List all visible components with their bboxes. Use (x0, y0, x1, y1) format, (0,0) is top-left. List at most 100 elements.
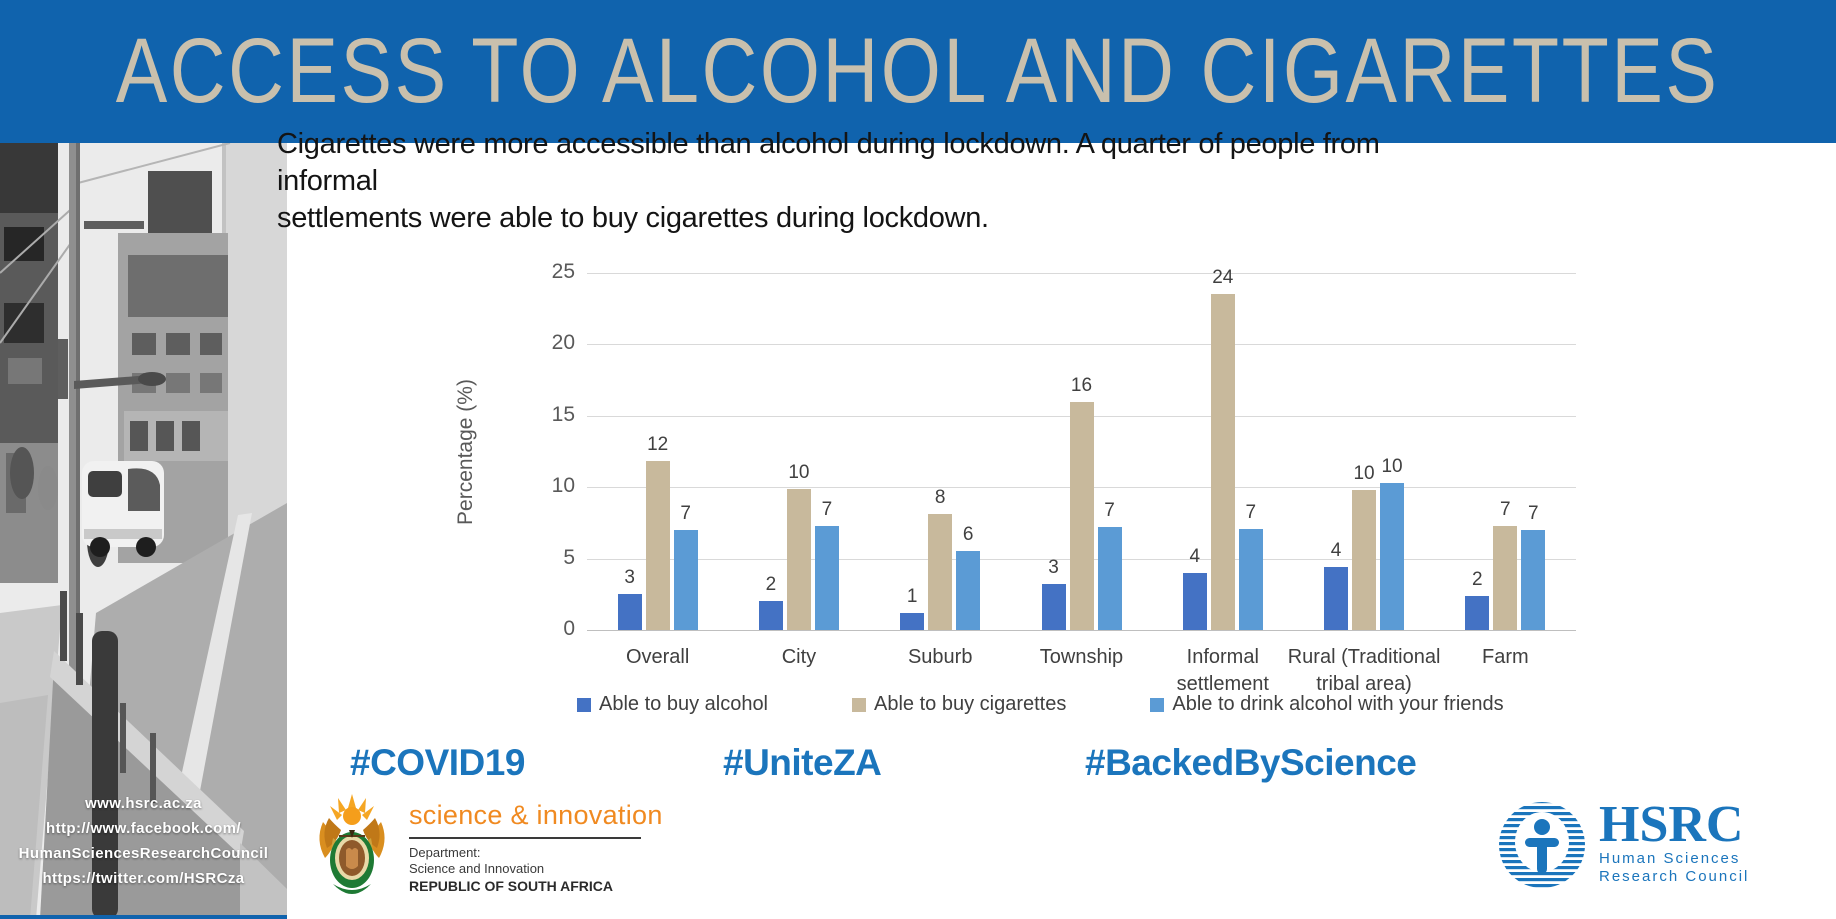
hsrc-acronym: HSRC (1599, 796, 1744, 853)
link-facebook-1[interactable]: http://www.facebook.com/ (46, 820, 241, 837)
bar-1-1 (617, 594, 642, 630)
bar-value-2-2: 10 (788, 461, 810, 483)
bar-3-3 (956, 551, 981, 630)
y-tick-10: 10 (551, 474, 575, 498)
bar-value-1-3: 1 (906, 585, 918, 607)
dsi-logo: science & innovation Department: Science… (313, 792, 663, 904)
y-tick-25: 25 (551, 260, 575, 283)
dsi-text-block: science & innovation Department: Science… (409, 792, 663, 904)
gridline-25 (587, 273, 1576, 274)
subtitle-line-2: settlements were able to buy cigarettes … (277, 202, 989, 234)
bar-value-2-7: 7 (1500, 498, 1511, 520)
legend-swatch-1 (577, 697, 591, 712)
bar-1-5 (1182, 572, 1207, 630)
hsrc-name-2: Research Council (1599, 868, 1750, 885)
bar-1-3 (900, 612, 925, 630)
legend-label-2: Able to buy cigarettes (874, 693, 1067, 715)
street-photo (0, 143, 287, 919)
bar-value-2-3: 8 (934, 487, 946, 509)
gridline-0 (587, 630, 1576, 631)
bar-1-7 (1465, 595, 1490, 630)
link-website[interactable]: www.hsrc.ac.za (85, 795, 202, 812)
category-label-7: Farm (1482, 646, 1529, 668)
hsrc-text-block: HSRC Human Sciences Research Council (1599, 796, 1750, 886)
bar-value-3-4: 7 (1104, 500, 1115, 522)
legend-label-1: Able to buy alcohol (599, 693, 769, 715)
bar-value-3-7: 7 (1528, 503, 1539, 525)
bar-value-2-6: 10 (1353, 463, 1375, 485)
sa-coat-of-arms-icon (319, 794, 385, 894)
subtitle-line-1: Cigarettes were more accessible than alc… (277, 128, 1380, 197)
y-tick-20: 20 (551, 331, 575, 355)
bar-3-5 (1238, 528, 1263, 630)
legend-swatch-3 (1150, 697, 1165, 712)
bar-3-2 (814, 525, 839, 630)
bar-2-5 (1210, 294, 1235, 630)
dsi-country: REPUBLIC OF SOUTH AFRICA (409, 878, 614, 894)
van (82, 461, 164, 557)
subtitle: Cigarettes were more accessible than alc… (277, 126, 1487, 237)
dsi-divider (409, 837, 641, 839)
bar-value-3-3: 6 (962, 524, 974, 546)
hashtag-uniteza: #UniteZA (723, 742, 882, 783)
hsrc-name-1: Human Sciences (1599, 850, 1741, 867)
bar-value-3-1: 7 (680, 503, 691, 525)
bar-2-1 (645, 461, 670, 630)
category-label-2: City (781, 646, 817, 668)
dsi-brand: science & innovation (409, 800, 663, 830)
bar-3-6 (1380, 482, 1405, 630)
link-twitter[interactable]: https://twitter.com/HSRCza (42, 870, 245, 887)
bar-value-2-5: 24 (1212, 267, 1234, 289)
bar-2-2 (786, 488, 811, 630)
bar-value-3-2: 7 (821, 498, 833, 520)
legend-item-2: Able to buy cigarettes (852, 693, 1066, 716)
sidebar-links: www.hsrc.ac.za http://www.facebook.com/ … (0, 791, 287, 891)
category-label-1: Overall (625, 646, 690, 668)
y-tick-15: 15 (551, 402, 575, 426)
bar-3-1 (673, 530, 698, 630)
bar-1-6 (1324, 567, 1349, 630)
gridline-20 (587, 344, 1576, 346)
bar-chart: 0 5 10 15 20 25 Percentage (%) 3 12 7 Overall 2 10 7 C… (440, 225, 1630, 740)
bar-3-4 (1097, 527, 1122, 630)
bar-1-2 (758, 601, 783, 630)
bar-value-1-1: 3 (624, 567, 635, 589)
bar-value-1-2: 2 (765, 574, 777, 596)
bar-value-2-1: 12 (647, 434, 669, 456)
y-axis-title: Percentage (%) (454, 378, 477, 525)
sidebar-bottom-strip (0, 915, 287, 919)
category-label-4: Township (1039, 646, 1124, 668)
bar-value-3-6: 10 (1381, 455, 1403, 477)
hsrc-emblem-icon (1499, 802, 1585, 888)
bar-2-4 (1069, 401, 1094, 630)
bar-value-1-6: 4 (1330, 540, 1342, 562)
hsrc-logo: HSRC Human Sciences Research Council (1497, 796, 1750, 890)
dsi-dept-name: Science and Innovation (409, 861, 545, 876)
dsi-dept-label: Department: (409, 845, 481, 860)
legend-item-3: Able to drink alcohol with your friends (1150, 693, 1504, 716)
legend-item-1: Able to buy alcohol (577, 693, 768, 716)
bar-value-1-7: 2 (1472, 568, 1483, 590)
category-label-6: Rural (Traditional tribal area) (1287, 646, 1441, 695)
bar-value-2-4: 16 (1070, 374, 1093, 396)
bar-value-3-5: 7 (1245, 501, 1257, 523)
category-label-3: Suburb (907, 646, 973, 668)
bar-2-3 (928, 514, 953, 630)
hashtag-backedbyscience: #BackedByScience (1085, 742, 1417, 783)
link-facebook-2[interactable]: HumanSciencesResearchCouncil (18, 845, 269, 862)
bar-value-1-4: 3 (1048, 557, 1059, 579)
y-tick-5: 5 (563, 545, 575, 569)
y-tick-0: 0 (563, 617, 575, 640)
street-photo-panel: www.hsrc.ac.za http://www.facebook.com/ … (0, 143, 287, 919)
hashtag-covid19: #COVID19 (350, 742, 525, 783)
category-label-5: Informal settlement (1176, 646, 1269, 695)
bar-value-1-5: 4 (1189, 545, 1201, 567)
header-banner: ACCESS TO ALCOHOL AND CIGARETTES (0, 0, 1836, 143)
legend-label-3: Able to drink alcohol with your friends (1172, 693, 1504, 715)
page-title: ACCESS TO ALCOHOL AND CIGARETTES (116, 20, 1720, 122)
bar-2-6 (1352, 490, 1377, 630)
bar-2-7 (1493, 525, 1518, 630)
bar-3-7 (1521, 530, 1546, 630)
bar-1-4 (1041, 584, 1066, 630)
